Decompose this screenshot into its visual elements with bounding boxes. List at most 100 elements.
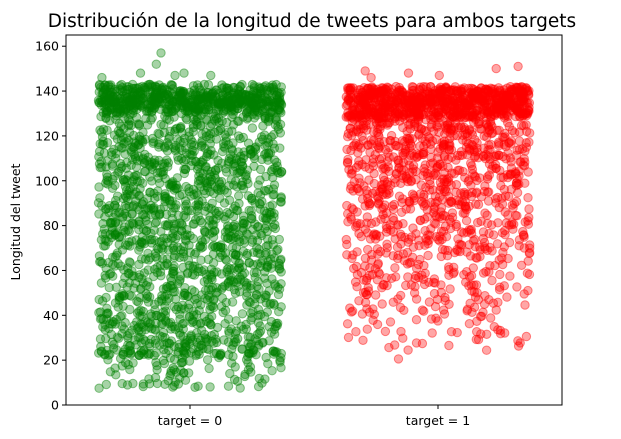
- scatter-point: [120, 104, 131, 115]
- scatter-point: [145, 79, 155, 90]
- scatter-point: [226, 175, 236, 185]
- scatter-point: [242, 97, 252, 107]
- scatter-point: [110, 230, 120, 241]
- scatter-point: [211, 85, 222, 95]
- scatter-point: [108, 91, 118, 101]
- scatter-point: [177, 88, 188, 99]
- scatter-point: [199, 79, 210, 90]
- scatter-point: [208, 87, 219, 97]
- scatter-point: [188, 122, 199, 133]
- scatter-point: [106, 218, 116, 229]
- scatter-point: [414, 272, 424, 283]
- scatter-point: [138, 197, 149, 207]
- scatter-point: [188, 219, 199, 229]
- scatter-point: [418, 170, 428, 181]
- scatter-point: [231, 242, 242, 253]
- scatter-point: [226, 98, 236, 108]
- scatter-point: [124, 82, 134, 92]
- scatter-point: [197, 218, 207, 228]
- scatter-point: [242, 291, 252, 301]
- scatter-point: [121, 104, 131, 114]
- scatter-point: [211, 165, 221, 176]
- scatter-point: [160, 301, 170, 311]
- scatter-point: [260, 374, 270, 384]
- scatter-point: [134, 326, 144, 336]
- scatter-point: [449, 262, 459, 272]
- scatter-point: [252, 89, 263, 99]
- scatter-point: [194, 104, 204, 114]
- scatter-point: [516, 120, 527, 131]
- scatter-point: [110, 200, 120, 210]
- scatter-point: [102, 125, 112, 135]
- scatter-point: [409, 119, 420, 129]
- scatter-point: [201, 337, 211, 347]
- scatter-point: [276, 108, 286, 118]
- scatter-point: [487, 275, 497, 286]
- scatter-point: [429, 218, 439, 228]
- scatter-point: [165, 95, 175, 105]
- scatter-point: [440, 245, 450, 255]
- scatter-point: [273, 97, 284, 107]
- scatter-point: [255, 321, 265, 331]
- scatter-point: [249, 83, 260, 93]
- scatter-point: [388, 297, 398, 307]
- scatter-point: [224, 195, 235, 205]
- scatter-point: [255, 89, 266, 100]
- scatter-point: [246, 348, 256, 358]
- scatter-point: [161, 94, 171, 104]
- scatter-point: [128, 181, 139, 192]
- scatter-point: [463, 189, 473, 199]
- scatter-point: [164, 99, 174, 110]
- scatter-point: [105, 84, 116, 95]
- scatter-point: [266, 214, 277, 225]
- scatter-point: [372, 244, 383, 254]
- scatter-point: [268, 172, 278, 183]
- scatter-point: [114, 293, 125, 303]
- scatter-point: [117, 329, 127, 339]
- scatter-point: [96, 278, 107, 288]
- scatter-point: [135, 332, 145, 342]
- scatter-point: [167, 80, 178, 91]
- scatter-point: [229, 92, 239, 103]
- scatter-point: [104, 102, 115, 113]
- scatter-point: [206, 204, 217, 214]
- scatter-point: [270, 220, 280, 230]
- scatter-point: [157, 85, 167, 96]
- scatter-point: [354, 173, 364, 183]
- scatter-point: [403, 134, 413, 144]
- scatter-point: [500, 328, 510, 338]
- scatter-point: [182, 291, 193, 301]
- scatter-point: [267, 101, 277, 112]
- scatter-point: [129, 130, 139, 141]
- scatter-point: [274, 234, 284, 245]
- scatter-point: [138, 322, 148, 332]
- scatter-point: [225, 100, 236, 110]
- scatter-point: [255, 83, 266, 94]
- scatter-point: [214, 98, 224, 109]
- scatter-point: [118, 103, 129, 113]
- scatter-point: [369, 178, 379, 189]
- scatter-point: [512, 282, 522, 292]
- scatter-point: [137, 135, 148, 146]
- scatter-point: [180, 96, 190, 106]
- scatter-point: [179, 338, 190, 349]
- scatter-point: [158, 327, 169, 338]
- scatter-point: [492, 239, 503, 249]
- y-tick-label: 160: [35, 39, 59, 54]
- scatter-point: [234, 86, 245, 96]
- scatter-point: [124, 95, 135, 105]
- scatter-point: [525, 128, 535, 138]
- scatter-point: [162, 85, 172, 95]
- scatter-point: [182, 230, 192, 240]
- scatter-point: [246, 104, 256, 115]
- scatter-point: [122, 82, 132, 92]
- scatter-point: [208, 94, 218, 105]
- scatter-point: [180, 201, 190, 211]
- scatter-point: [106, 90, 116, 100]
- scatter-point: [260, 92, 270, 102]
- scatter-point: [201, 105, 211, 115]
- scatter-point: [237, 99, 247, 110]
- scatter-point: [247, 98, 257, 108]
- scatter-point: [170, 233, 181, 244]
- scatter-point: [248, 224, 258, 235]
